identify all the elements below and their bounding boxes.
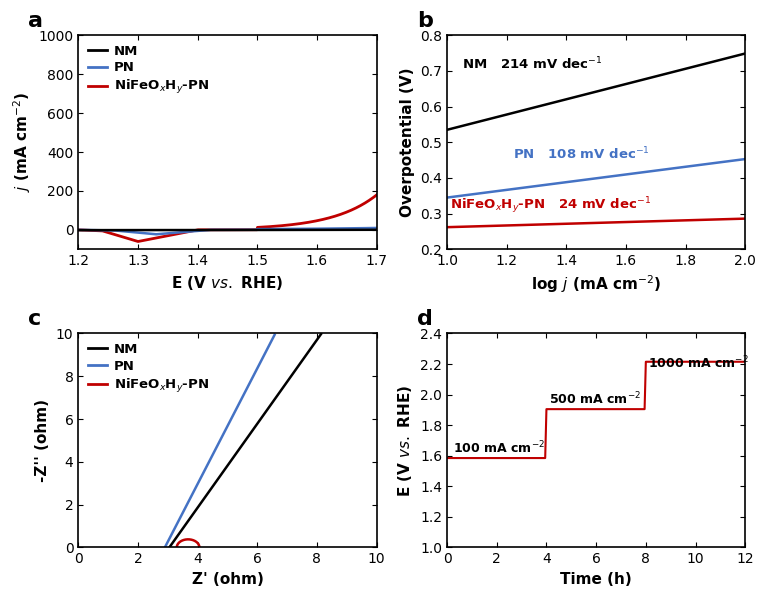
X-axis label: Z' (ohm): Z' (ohm) <box>191 572 264 587</box>
Text: 500 mA cm$^{-2}$: 500 mA cm$^{-2}$ <box>549 391 641 408</box>
Text: NiFeO$_x$H$_y$-PN   24 mV dec$^{-1}$: NiFeO$_x$H$_y$-PN 24 mV dec$^{-1}$ <box>450 196 651 216</box>
Text: c: c <box>28 309 41 329</box>
Text: PN   108 mV dec$^{-1}$: PN 108 mV dec$^{-1}$ <box>513 145 650 162</box>
Text: 1000 mA cm$^{-2}$: 1000 mA cm$^{-2}$ <box>648 354 749 371</box>
X-axis label: E (V $vs.$ RHE): E (V $vs.$ RHE) <box>171 274 284 292</box>
Text: a: a <box>28 11 42 31</box>
X-axis label: Time (h): Time (h) <box>561 572 632 587</box>
Y-axis label: -Z'' (ohm): -Z'' (ohm) <box>35 399 50 482</box>
Text: NM   214 mV dec$^{-1}$: NM 214 mV dec$^{-1}$ <box>462 56 602 72</box>
Legend: NM, PN, NiFeO$_x$H$_y$-PN: NM, PN, NiFeO$_x$H$_y$-PN <box>85 42 211 99</box>
Y-axis label: $j$ (mA cm$^{-2}$): $j$ (mA cm$^{-2}$) <box>11 92 33 193</box>
Y-axis label: E (V $vs.$ RHE): E (V $vs.$ RHE) <box>397 385 414 497</box>
Text: b: b <box>418 11 433 31</box>
X-axis label: log $j$ (mA cm$^{-2}$): log $j$ (mA cm$^{-2}$) <box>531 274 661 295</box>
Legend: NM, PN, NiFeO$_x$H$_y$-PN: NM, PN, NiFeO$_x$H$_y$-PN <box>85 340 211 397</box>
Y-axis label: Overpotential (V): Overpotential (V) <box>400 68 414 217</box>
Text: 100 mA cm$^{-2}$: 100 mA cm$^{-2}$ <box>453 440 545 456</box>
Text: d: d <box>418 309 433 329</box>
